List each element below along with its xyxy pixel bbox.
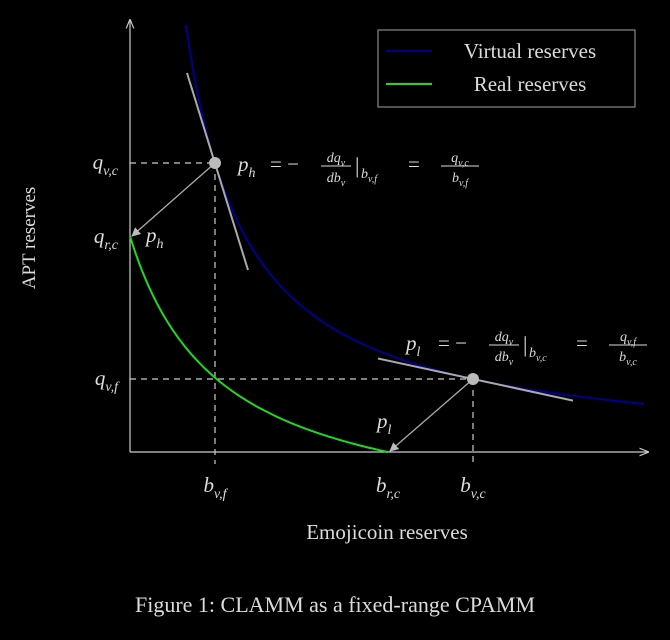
- formula-operator: =: [576, 331, 588, 355]
- subscript: v: [509, 357, 514, 368]
- formula-lhs: ph: [236, 152, 256, 181]
- subscript: v,f: [368, 174, 378, 185]
- formula-lhs: pl: [404, 331, 421, 360]
- subscript: v: [341, 158, 346, 169]
- y-tick-label: qv,c: [93, 150, 119, 179]
- tangent-line: [186, 72, 249, 271]
- subscript: v,c: [536, 353, 547, 364]
- symbol: dq: [495, 330, 509, 345]
- formula-operator: =: [408, 152, 420, 176]
- symbol: b: [452, 171, 459, 186]
- symbol: b: [376, 473, 387, 497]
- denominator: dbv: [327, 171, 346, 189]
- subscript: l: [388, 423, 392, 438]
- subscript: r,c: [104, 238, 118, 253]
- legend-label: Virtual reserves: [464, 39, 596, 63]
- denominator: bv,c: [619, 350, 637, 368]
- symbol: b: [361, 167, 368, 182]
- y-tick-label: qr,c: [94, 224, 119, 253]
- symbol: dq: [327, 151, 341, 166]
- guides: [130, 162, 474, 464]
- caption: Figure 1: CLAMM as a fixed-range CPAMM: [135, 592, 535, 617]
- formula-operator: = −: [270, 152, 299, 176]
- symbol: p: [236, 152, 249, 176]
- symbol: b: [460, 473, 471, 497]
- point: [209, 157, 221, 169]
- virtual-reserves-curve: [185, 24, 645, 405]
- point-label: ph: [144, 223, 164, 252]
- subscript: r,c: [386, 487, 400, 502]
- y-tick-label: qv,f: [95, 366, 120, 395]
- symbol: b: [203, 473, 214, 497]
- point-label: pl: [375, 409, 392, 438]
- subscript: v,c: [458, 158, 469, 169]
- formula-eval-point: bv,c: [529, 346, 547, 364]
- symbol: b: [529, 346, 536, 361]
- subscript: h: [249, 166, 256, 181]
- symbol: q: [93, 150, 104, 174]
- subscript: v,c: [471, 487, 487, 502]
- symbol: q: [451, 151, 458, 166]
- denominator: bv,f: [452, 171, 469, 189]
- subscript: h: [157, 237, 164, 252]
- subscript: v: [509, 337, 514, 348]
- symbol: b: [619, 350, 626, 365]
- formula-bar: |: [523, 332, 527, 357]
- subscript: v,f: [627, 337, 637, 348]
- numerator: qv,f: [620, 330, 637, 348]
- symbol: q: [94, 224, 105, 248]
- real-reserves-curve: [129, 235, 389, 454]
- subscript: v: [341, 178, 346, 189]
- point: [467, 373, 479, 385]
- symbol: db: [495, 350, 509, 365]
- x-tick-label: bv,c: [460, 473, 486, 502]
- numerator: dqv: [327, 151, 346, 169]
- symbol: p: [404, 331, 417, 355]
- x-axis-label: Emojicoin reserves: [306, 520, 468, 544]
- formula-operator: = −: [438, 331, 467, 355]
- denominator: dbv: [495, 350, 514, 368]
- price-arrow: [389, 378, 474, 452]
- subscript: v,f: [214, 487, 229, 502]
- legend-label: Real reserves: [474, 72, 587, 96]
- symbol: q: [620, 330, 627, 345]
- y-axis-label: APT reserves: [19, 187, 40, 290]
- legend-box: [377, 29, 636, 108]
- formula-bar: |: [355, 153, 359, 178]
- subscript: v,c: [626, 357, 637, 368]
- subscript: l: [417, 345, 421, 360]
- numerator: qv,c: [451, 151, 469, 169]
- symbol: p: [144, 223, 157, 247]
- numerator: dqv: [495, 330, 514, 348]
- symbol: db: [327, 171, 341, 186]
- price-arrow: [131, 162, 216, 237]
- subscript: v,f: [459, 178, 469, 189]
- symbol: q: [95, 366, 106, 390]
- x-tick-label: bv,f: [203, 473, 228, 502]
- subscript: v,f: [105, 380, 120, 395]
- subscript: v,c: [103, 164, 119, 179]
- symbol: p: [375, 409, 388, 433]
- x-tick-label: br,c: [376, 473, 401, 502]
- formula-eval-point: bv,f: [361, 167, 378, 185]
